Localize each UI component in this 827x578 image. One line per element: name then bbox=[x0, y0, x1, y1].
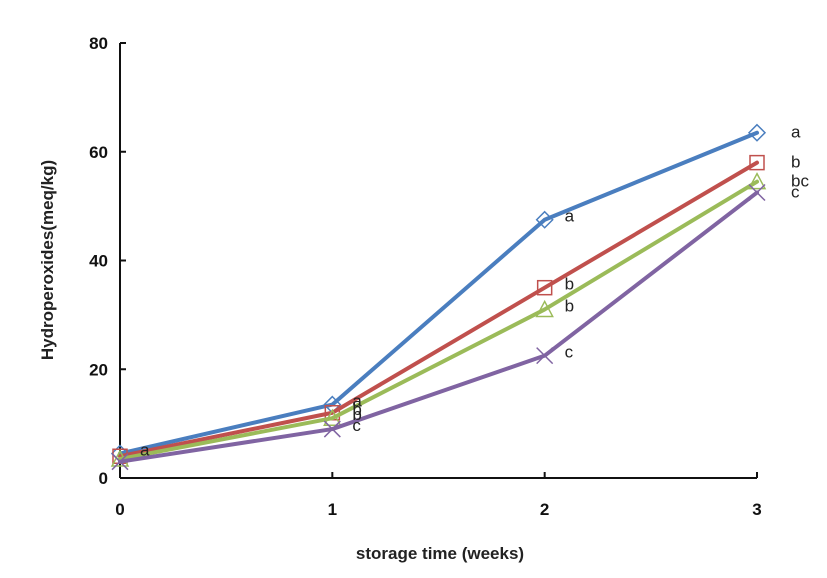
x-axis-title: storage time (weeks) bbox=[356, 544, 524, 563]
significance-label: b bbox=[352, 405, 361, 424]
data-point-square bbox=[749, 154, 765, 171]
data-point-x-stroke bbox=[536, 347, 554, 365]
series-line bbox=[118, 130, 759, 456]
data-point-diamond bbox=[535, 210, 554, 229]
x-tick-label: 2 bbox=[540, 500, 549, 519]
axes: 0 20 40 60 80 0 1 2 3 bbox=[89, 34, 762, 519]
data-point-triangle bbox=[323, 408, 342, 426]
significance-label: c bbox=[352, 416, 361, 435]
significance-label: b bbox=[791, 153, 800, 172]
y-tick-label: 0 bbox=[99, 469, 108, 488]
series-line bbox=[118, 179, 759, 461]
significance-label: b bbox=[565, 296, 574, 315]
data-point-x bbox=[748, 184, 766, 202]
significance-label: c bbox=[565, 343, 574, 362]
data-point-triangle bbox=[535, 299, 554, 318]
data-point-x bbox=[323, 420, 341, 438]
significance-label: bc bbox=[791, 172, 809, 191]
series-4 bbox=[111, 184, 766, 471]
data-point-diamond bbox=[747, 123, 767, 142]
y-tick-label: 60 bbox=[89, 143, 108, 162]
significance-label: a bbox=[140, 441, 150, 460]
significance-label: c bbox=[791, 183, 800, 202]
significance-label: a bbox=[352, 392, 362, 411]
y-tick-label: 40 bbox=[89, 252, 108, 271]
significance-label: a bbox=[565, 207, 575, 226]
series-1 bbox=[110, 123, 767, 463]
series-line bbox=[118, 160, 759, 459]
y-axis-title: Hydroperoxides(meq/kg) bbox=[38, 160, 57, 360]
significance-label: b bbox=[565, 275, 574, 294]
y-tick-label: 80 bbox=[89, 34, 108, 53]
x-tick-label: 0 bbox=[115, 500, 124, 519]
x-tick-label: 3 bbox=[752, 500, 761, 519]
y-tick-label: 20 bbox=[89, 360, 108, 379]
data-point-x-stroke bbox=[748, 184, 766, 202]
data-point-x bbox=[111, 453, 129, 471]
series-2 bbox=[112, 154, 765, 464]
series-layer bbox=[110, 123, 767, 471]
data-point-square bbox=[536, 279, 553, 296]
data-point-x-stroke bbox=[111, 453, 129, 471]
x-tick-label: 1 bbox=[328, 500, 337, 519]
series-line bbox=[118, 190, 759, 464]
significance-label: a bbox=[791, 123, 801, 142]
data-point-x-stroke bbox=[323, 420, 341, 438]
significance-label: b bbox=[352, 400, 361, 419]
data-point-triangle bbox=[747, 172, 767, 190]
data-point-x bbox=[536, 347, 554, 365]
